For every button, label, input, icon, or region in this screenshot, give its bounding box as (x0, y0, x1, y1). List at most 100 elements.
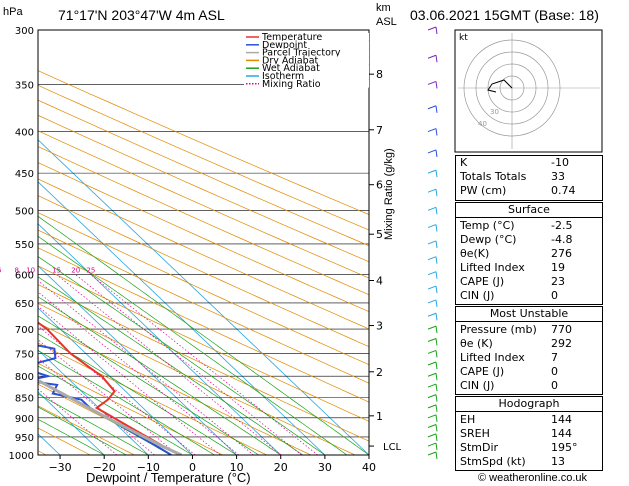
surface-key: θe(K) (460, 247, 490, 260)
legend-label: Parcel Trajectory (262, 48, 341, 59)
wind-barb (427, 271, 437, 276)
wind-barb (427, 424, 437, 428)
hodograph-ring-label: 30 (490, 108, 499, 116)
pressure-tick-label: 950 (15, 433, 34, 444)
hodograph-ring-label: 40 (478, 120, 487, 128)
km-label: km (376, 2, 391, 14)
wind-barb (435, 240, 438, 249)
km-tick-label: 6 (376, 179, 383, 192)
dry-adiabat-line (38, 178, 369, 330)
wind-barb (427, 80, 437, 85)
hodograph-frame (454, 29, 603, 153)
pressure-tick-label: 700 (15, 325, 34, 336)
km-tick-label: 3 (376, 320, 383, 333)
pressure-tick-label: 750 (15, 349, 34, 360)
pressure-tick-label: 400 (15, 128, 34, 139)
credit-text[interactable]: © weatheronline.co.uk (478, 472, 588, 484)
index-value: -10 (551, 156, 569, 169)
wet-adiabat-line (38, 215, 369, 455)
wind-barb (427, 325, 437, 330)
hodo-key: StmSpd (kt) (460, 455, 526, 468)
dry-adiabat-line (38, 229, 369, 384)
wind-barb (427, 149, 437, 154)
wind-barb (435, 361, 438, 370)
x-tick-label: 40 (362, 461, 376, 474)
x-tick-label: −30 (48, 461, 71, 474)
dry-adiabat-line (38, 99, 369, 247)
pressure-tick-label: 550 (15, 240, 34, 251)
wind-barb (427, 442, 437, 447)
wind-barb (427, 451, 437, 456)
isotherm-line (38, 139, 369, 455)
dry-adiabat-line (38, 70, 369, 215)
wind-barb (435, 149, 438, 158)
wet-adiabat-line (38, 296, 281, 455)
mixing-ratio-label: 6 (0, 267, 2, 275)
wind-barb (435, 313, 438, 321)
wind-barb (427, 299, 437, 304)
dry-adiabat-line (38, 342, 267, 455)
surface-key: Dewp (°C) (460, 233, 517, 246)
hpa-label: hPa (3, 6, 23, 18)
wind-barb (435, 373, 438, 381)
pressure-tick-label: 350 (15, 80, 34, 91)
legend-bg (244, 72, 369, 80)
hodo-key: StmDir (460, 441, 499, 454)
wind-barb (435, 384, 438, 392)
hodograph-table-title: Hodograph (456, 397, 602, 412)
dry-adiabat-line (38, 362, 223, 455)
dry-adiabat-line (38, 284, 369, 442)
x-tick-label: 30 (318, 461, 332, 474)
wind-barb (435, 404, 438, 412)
legend-label: Wet Adiabat (262, 63, 320, 74)
x-tick-label: −10 (137, 461, 160, 474)
dry-adiabat-line (38, 162, 369, 313)
surface-value: 19 (551, 261, 565, 274)
legend-label: Isotherm (262, 71, 304, 82)
wet-adiabat-line (38, 393, 149, 455)
dry-adiabat-line (38, 265, 369, 422)
surface-box: Surface Temp (°C) -2.5 Dewp (°C) -4.8 θe(K… (455, 202, 603, 305)
mixing-ratio-label: 20 (71, 267, 80, 275)
mixing-ratio-label: 8 (14, 267, 18, 275)
hodo-value: 13 (551, 455, 565, 468)
wind-barb (427, 349, 437, 354)
legend-bg (244, 64, 369, 72)
parcel-trajectory-line (38, 378, 183, 455)
km-tick-label: 7 (376, 124, 383, 137)
wind-barb (427, 372, 437, 377)
mixing-ratio-line (90, 274, 318, 455)
x-tick-label: 0 (189, 461, 196, 474)
surface-value: -2.5 (551, 219, 573, 232)
surface-key: CAPE (J) (460, 275, 505, 288)
mixing-ratio-line (38, 388, 118, 455)
wind-barb (427, 404, 437, 409)
mixing-ratio-line (56, 274, 282, 455)
mixing-ratio-line (75, 274, 302, 455)
surface-key: Temp (°C) (460, 219, 515, 232)
wind-barb (435, 286, 438, 294)
wind-barb (435, 326, 438, 334)
pressure-tick-label: 300 (15, 26, 34, 37)
wind-barb (435, 338, 438, 346)
dry-adiabat-line (38, 427, 91, 455)
mu-value: 7 (551, 351, 558, 364)
wind-barb (435, 189, 438, 197)
legend-bg (244, 79, 369, 88)
wind-barb (427, 188, 437, 193)
wind-barb (435, 394, 438, 402)
wind-barb (427, 383, 437, 388)
plot-frame (37, 29, 370, 456)
pressure-tick-label: 450 (15, 169, 34, 180)
wind-barb (427, 105, 437, 110)
dry-adiabat-line (38, 130, 369, 279)
x-axis-label: Dewpoint / Temperature (°C) (86, 470, 251, 485)
dry-adiabat-line (38, 322, 312, 455)
x-tick-label: 10 (230, 461, 244, 474)
mu-value: 292 (551, 337, 572, 350)
mixing-ratio-line (38, 357, 155, 455)
dry-adiabat-line (0, 30, 2, 455)
location-title: 71°17'N 203°47'W 4m ASL (58, 7, 225, 23)
wind-barb (427, 54, 437, 59)
